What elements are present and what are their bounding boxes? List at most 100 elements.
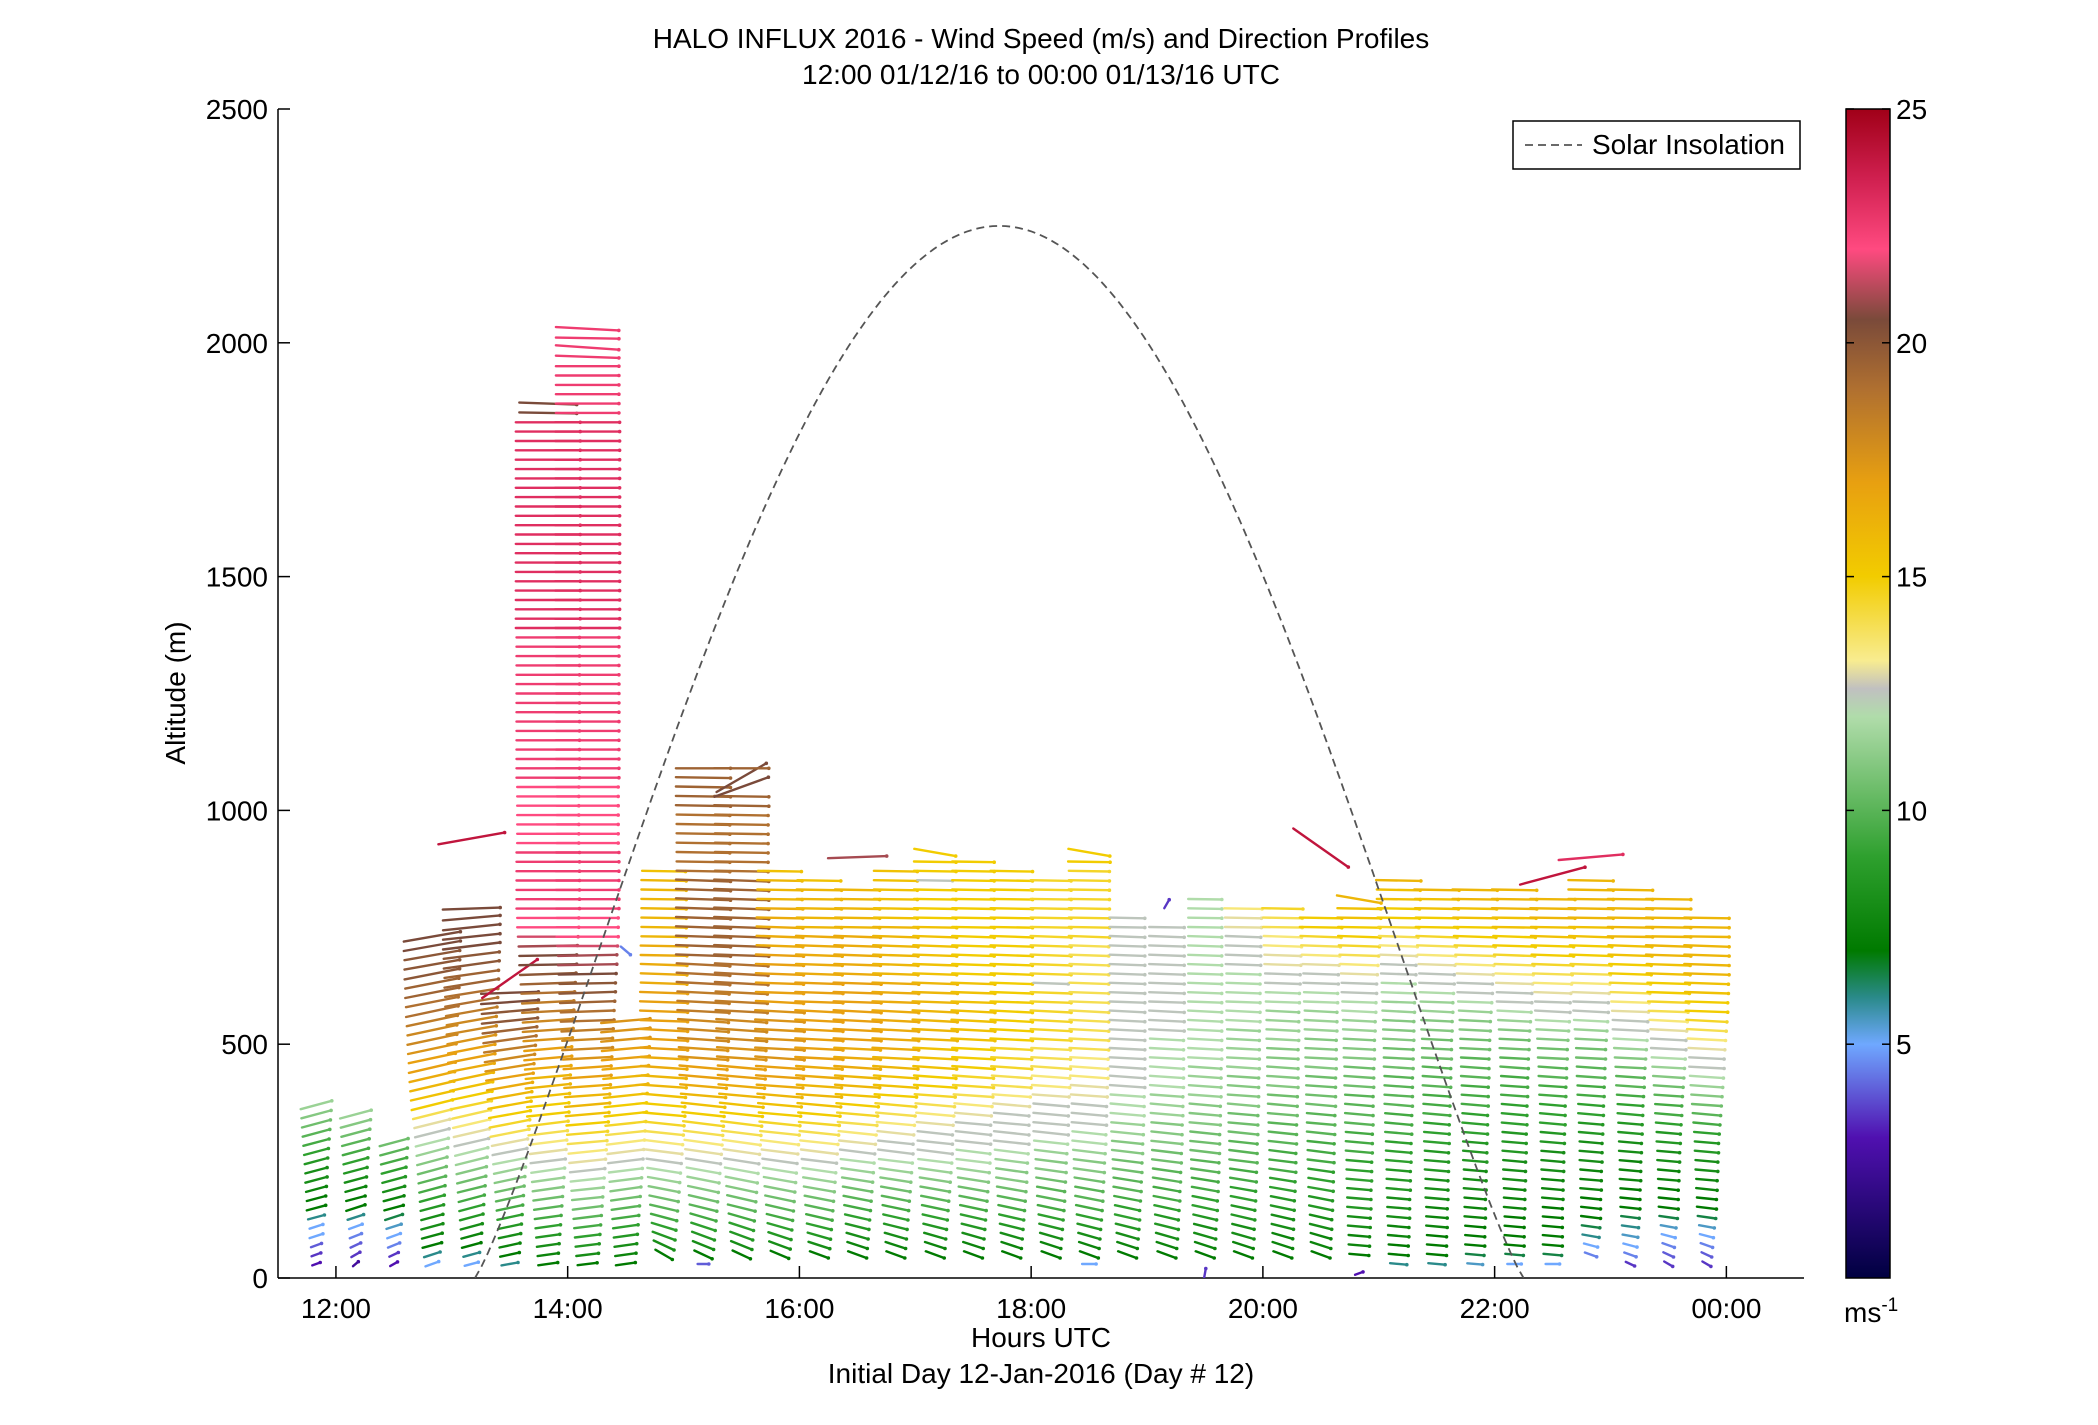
wind-arrow-head xyxy=(398,1231,403,1236)
wind-arrow-head xyxy=(1727,963,1731,968)
wind-arrow xyxy=(838,1139,877,1146)
wind-arrow-head xyxy=(1143,1000,1147,1005)
wind-arrow xyxy=(881,1203,910,1212)
wind-arrow-head xyxy=(1561,1197,1565,1202)
wind-arrow-head xyxy=(616,934,620,939)
wind-arrow-head xyxy=(1058,1256,1062,1260)
wind-arrow-head xyxy=(1601,1113,1606,1118)
wind-arrow-head xyxy=(1296,1019,1301,1024)
wind-arrow-head xyxy=(1600,1122,1605,1127)
wind-arrow xyxy=(1578,1149,1604,1154)
wind-arrow-head xyxy=(617,775,621,780)
wind-arrow xyxy=(1644,953,1693,958)
wind-arrow-head xyxy=(528,1108,533,1113)
wind-arrow xyxy=(1615,1093,1645,1098)
wind-arrow-head xyxy=(617,888,621,892)
wind-arrow-head xyxy=(1522,1216,1526,1220)
wind-arrow xyxy=(520,999,575,1005)
wind-arrow-head xyxy=(1329,1217,1334,1222)
wind-arrow xyxy=(521,1017,575,1024)
wind-arrow-head xyxy=(1374,1000,1378,1005)
wind-arrow-head xyxy=(562,1166,567,1170)
wind-arrow xyxy=(456,1184,487,1194)
wind-arrow xyxy=(912,925,958,929)
wind-arrow xyxy=(420,1231,444,1240)
wind-arrow-head xyxy=(617,532,622,537)
wind-arrow-head xyxy=(798,1124,802,1128)
wind-arrow-head xyxy=(605,1138,609,1143)
wind-arrow xyxy=(404,1004,460,1019)
wind-arrow-head xyxy=(1296,1029,1301,1033)
wind-arrow xyxy=(989,1018,1034,1024)
wind-arrow-head xyxy=(766,823,770,827)
wind-arrow xyxy=(1541,1224,1564,1229)
wind-arrow xyxy=(1108,972,1147,976)
wind-arrow-head xyxy=(1640,1113,1645,1118)
wind-arrow xyxy=(300,1118,332,1129)
wind-arrow xyxy=(1302,981,1340,986)
wind-arrow-head xyxy=(498,922,502,927)
wind-arrow xyxy=(1416,953,1457,958)
wind-arrow-head xyxy=(1219,982,1224,986)
wind-arrow xyxy=(1693,1149,1720,1155)
wind-arrow-head xyxy=(679,1161,683,1166)
wind-arrow xyxy=(1108,1037,1147,1042)
wind-arrow xyxy=(608,1176,643,1184)
wind-arrow xyxy=(1108,916,1147,920)
wind-arrow xyxy=(1618,1168,1642,1173)
x-tick-label: 18:00 xyxy=(996,1293,1066,1324)
wind-arrow-head xyxy=(1143,935,1147,940)
wind-arrow-head xyxy=(325,1175,329,1179)
wind-arrow xyxy=(1108,925,1147,929)
wind-arrow-head xyxy=(1639,1141,1644,1146)
wind-arrow xyxy=(556,963,618,967)
wind-arrow xyxy=(1116,1250,1138,1260)
wind-arrow-head xyxy=(617,719,621,724)
wind-arrow xyxy=(802,1176,837,1184)
wind-arrow xyxy=(1540,1149,1565,1154)
wind-arrow-head xyxy=(1601,1104,1606,1108)
wind-arrow-head xyxy=(984,1208,988,1213)
wind-arrow xyxy=(687,1184,720,1194)
wind-arrow xyxy=(303,1156,329,1166)
wind-arrow-head xyxy=(1180,1123,1184,1127)
wind-arrow-head xyxy=(1643,1066,1647,1071)
wind-arrow xyxy=(1032,1111,1070,1118)
wind-arrow-head xyxy=(1727,954,1731,958)
colorbar-tick-label: 20 xyxy=(1896,328,1927,359)
wind-arrow xyxy=(1538,1102,1567,1108)
wind-arrow-head xyxy=(1644,1047,1649,1052)
wind-arrow-head xyxy=(1256,1094,1261,1099)
wind-arrow-head xyxy=(1567,1019,1572,1024)
wind-arrow xyxy=(1186,972,1223,976)
wind-arrow-head xyxy=(1483,1207,1488,1211)
wind-arrow-head xyxy=(1067,1085,1072,1090)
wind-arrow xyxy=(725,1184,758,1194)
wind-arrow-head xyxy=(1564,1066,1569,1071)
wind-arrow xyxy=(346,1213,365,1222)
wind-arrow xyxy=(1619,1187,1642,1192)
wind-arrow xyxy=(1299,934,1343,939)
wind-arrow-head xyxy=(1219,972,1224,977)
wind-arrow xyxy=(1070,1111,1108,1118)
wind-arrow-head xyxy=(609,1064,613,1068)
wind-arrow xyxy=(413,1127,451,1139)
wind-arrow-head xyxy=(1219,1019,1224,1024)
wind-arrow xyxy=(838,1148,876,1156)
wind-arrow-head xyxy=(1252,1237,1256,1241)
wind-arrow xyxy=(638,1046,689,1052)
wind-arrow xyxy=(950,1037,997,1042)
wind-arrow xyxy=(1381,1037,1416,1042)
wind-arrow xyxy=(713,813,770,817)
wind-arrow xyxy=(834,1092,881,1099)
wind-arrow-head xyxy=(1603,1047,1608,1052)
wind-arrow xyxy=(794,1055,845,1061)
wind-arrow-head xyxy=(1716,1169,1720,1174)
wind-arrow-head xyxy=(520,1203,525,1207)
wind-arrow-head xyxy=(1486,1085,1490,1089)
wind-arrow-head xyxy=(1600,1132,1605,1136)
wind-arrow xyxy=(871,1046,920,1052)
wind-arrow xyxy=(1536,1056,1569,1061)
wind-arrow-head xyxy=(1294,1151,1298,1156)
wind-arrow xyxy=(713,860,770,864)
